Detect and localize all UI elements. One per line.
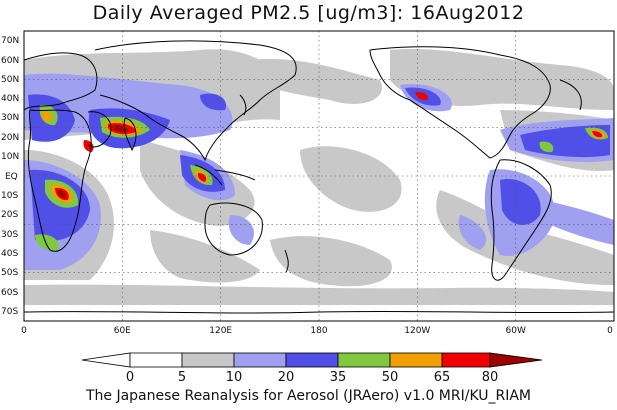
footer-credit: The Japanese Reanalysis for Aerosol (JRA… (85, 388, 532, 404)
lat-label: EQ (5, 172, 18, 182)
lat-label: 40N (1, 94, 19, 104)
lat-label: 60N (1, 56, 19, 66)
colorbar-label: 50 (382, 370, 399, 385)
lon-label: 120W (404, 326, 430, 336)
colorbar-label: 5 (178, 370, 186, 385)
map-frame (23, 30, 615, 322)
lat-label: 40S (1, 249, 18, 259)
lat-label: 50N (1, 75, 19, 85)
lat-label: 70S (1, 307, 18, 317)
lat-label: 30N (1, 113, 19, 123)
lon-labels: 0 60E 120E 180 120W 60W 0 (21, 326, 613, 336)
lon-label: 0 (607, 326, 613, 336)
colorbar-label: 20 (278, 370, 295, 385)
lon-label: 180 (310, 326, 327, 336)
colorbar-label: 10 (226, 370, 243, 385)
colorbar-segment (129, 352, 183, 368)
map-title: Daily Averaged PM2.5 [ug/m3]: 16Aug2012 (92, 2, 525, 24)
colorbar-segment (441, 352, 491, 368)
colorbar-segment (337, 352, 391, 368)
colorbar-arrow-low (81, 352, 131, 368)
lon-label: 120E (209, 326, 232, 336)
lon-label: 0 (21, 326, 27, 336)
colorbar-label: 65 (434, 370, 451, 385)
colorbar-segment (233, 352, 287, 368)
lon-label: 60W (506, 326, 526, 336)
lat-label: 50S (1, 268, 18, 278)
coastlines (24, 40, 614, 314)
colorbar-arrow-high (489, 352, 543, 368)
lat-label: 70N (1, 36, 19, 46)
colorbar-segment (285, 352, 339, 368)
lat-label: 10N (1, 152, 19, 162)
lat-label: 20N (1, 133, 19, 143)
lat-labels: 70N 60N 50N 40N 30N 20N 10N EQ 10S 20S 3… (1, 36, 19, 317)
colorbar-segment (181, 352, 235, 368)
graticule (24, 31, 614, 321)
colorbar-label: 35 (330, 370, 347, 385)
colorbar-segment (389, 352, 443, 368)
lat-label: 30S (1, 230, 18, 240)
colorbar-segments (81, 352, 543, 368)
lat-label: 20S (1, 210, 18, 220)
colorbar-label: 80 (482, 370, 499, 385)
colorbar-label: 0 (126, 370, 134, 385)
lon-label: 60E (114, 326, 131, 336)
lat-label: 60S (1, 288, 18, 298)
lat-label: 10S (1, 191, 18, 201)
colorbar-labels: 0 5 10 20 35 50 65 80 (126, 370, 498, 385)
